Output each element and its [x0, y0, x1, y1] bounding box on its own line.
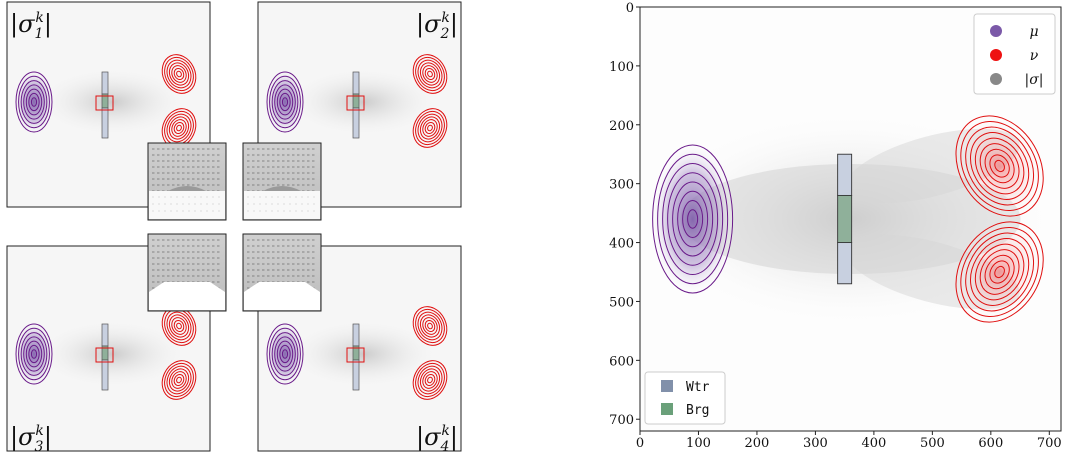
- zoom-inset-2: [242, 142, 322, 221]
- legend-label: Wtr: [686, 380, 710, 395]
- y-tick-label: 600: [609, 354, 634, 369]
- legend-label: ν: [1030, 48, 1039, 64]
- panel-label: |σ2k|: [416, 10, 458, 42]
- panel-sigma1: |σ1k|: [6, 1, 211, 208]
- zoom-box: [95, 347, 114, 363]
- nu-contours-main-2: [953, 219, 1046, 325]
- mu-contours: [15, 70, 53, 134]
- panel-label: |σ4k|: [416, 423, 458, 454]
- panel-label: |σ1k|: [10, 10, 52, 42]
- mu-contours-main: [650, 141, 735, 297]
- flow-fog: [278, 316, 448, 392]
- legend-label: μ: [1029, 24, 1038, 40]
- wall: [352, 71, 360, 95]
- wall: [352, 323, 360, 347]
- x-tick-label: 600: [978, 436, 1003, 451]
- y-tick-label: 0: [626, 1, 634, 16]
- bridge-main: [837, 194, 853, 244]
- panel-label: |σ3k|: [10, 423, 52, 454]
- wall: [101, 71, 109, 95]
- y-tick-label: 400: [609, 237, 634, 252]
- small-panels: |σ1k| |σ2k| |σ3k| |σ4k|: [6, 1, 462, 454]
- legend-marker: [990, 49, 1002, 61]
- panel-sigma3: |σ3k|: [6, 245, 211, 454]
- legend-marker: [990, 25, 1002, 37]
- legend-marker: [990, 73, 1002, 85]
- wall-main-2: [837, 242, 853, 285]
- x-tick-label: 400: [861, 436, 886, 451]
- y-tick-label: 500: [609, 295, 634, 310]
- x-tick-label: 200: [745, 436, 770, 451]
- x-tick-label: 500: [920, 436, 945, 451]
- zoom-inset-4: [242, 233, 322, 312]
- zoom-box: [346, 347, 365, 363]
- main-plot-content: [640, 109, 1061, 329]
- wall: [101, 323, 109, 347]
- legend-label: |σ|: [1025, 72, 1044, 88]
- legend-swatch: [661, 380, 673, 392]
- flow-fog: [27, 64, 197, 140]
- wall: [101, 107, 109, 139]
- x-tick-label: 0: [636, 436, 644, 451]
- legend-bottom: Wtr Brg: [644, 371, 726, 425]
- nu-contours-top: [161, 54, 197, 94]
- x-tick-label: 300: [803, 436, 828, 451]
- x-tick-label: 700: [1037, 436, 1062, 451]
- wall: [101, 359, 109, 391]
- nu-contours-bottom: [412, 108, 448, 148]
- nu-contours-main-1: [953, 113, 1046, 219]
- panel-sigma4: |σ4k|: [257, 245, 462, 454]
- wall: [352, 359, 360, 391]
- zoom-box: [95, 95, 114, 111]
- y-tick-label: 100: [609, 60, 634, 75]
- y-tick-label: 700: [609, 413, 634, 428]
- zoom-inset-1: [147, 142, 227, 221]
- nu-contours-bottom: [412, 360, 448, 400]
- nu-contours-top: [412, 54, 448, 94]
- mu-contours: [15, 322, 53, 386]
- nu-contours-top: [161, 306, 197, 346]
- legend-swatch: [661, 403, 673, 415]
- zoom-box: [346, 95, 365, 111]
- main-plot-axes: 0 100 200 300 400 500 600 700010020030040050060…: [609, 1, 1062, 451]
- flow-fog: [27, 316, 197, 392]
- mu-contours: [266, 70, 304, 134]
- wall-main-1: [837, 153, 853, 196]
- flow-fog: [278, 64, 448, 140]
- main-plot: 0 100 200 300 400 500 600 700010020030040050060…: [609, 1, 1062, 451]
- legend-bottom-frame: [644, 371, 726, 425]
- mu-contours: [266, 322, 304, 386]
- legend-top: μν |σ|: [973, 13, 1056, 95]
- nu-contours-bottom: [161, 360, 197, 400]
- zoom-insets: [147, 142, 322, 312]
- zoom-inset-3: [147, 233, 227, 312]
- y-tick-label: 300: [609, 178, 634, 193]
- nu-contours-top: [412, 306, 448, 346]
- x-tick-label: 100: [686, 436, 711, 451]
- wall: [352, 107, 360, 139]
- legend-label: Brg: [686, 403, 709, 418]
- y-tick-label: 200: [609, 119, 634, 134]
